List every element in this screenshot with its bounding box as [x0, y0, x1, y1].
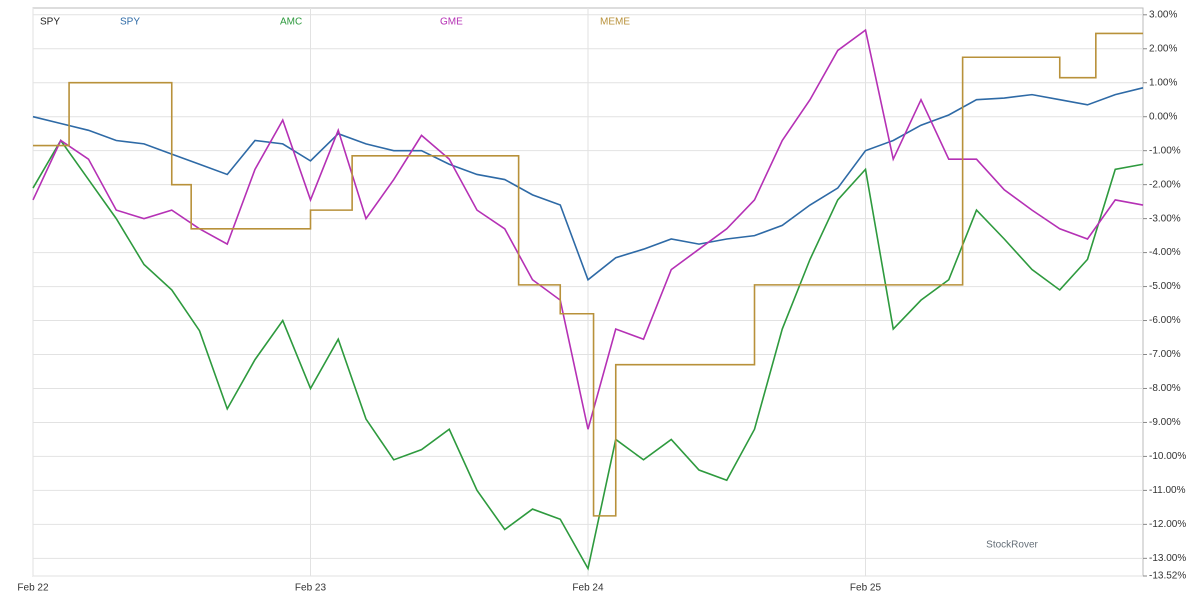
series-line [32, 87, 1144, 282]
y-tick-label: -12.00% [1149, 519, 1186, 530]
y-tick-label: -6.00% [1149, 315, 1181, 326]
y-tick-label: -8.00% [1149, 383, 1181, 394]
legend-entry: GME [440, 17, 463, 28]
y-tick-label: -3.00% [1149, 213, 1181, 224]
x-tick-label: Feb 25 [850, 583, 882, 594]
series-line [33, 32, 1143, 517]
series-line [32, 139, 1144, 571]
legend-entry: MEME [600, 17, 630, 28]
y-tick-label: 0.00% [1149, 111, 1177, 122]
y-tick-label: 2.00% [1149, 43, 1177, 54]
y-tick-label: -5.00% [1149, 281, 1181, 292]
y-tick-label: -1.00% [1149, 145, 1181, 156]
y-tick-label: -7.00% [1149, 349, 1181, 360]
y-tick-label: -13.52% [1149, 571, 1186, 582]
x-tick-label: Feb 22 [17, 583, 49, 594]
legend-entry: AMC [280, 17, 302, 28]
y-tick-label: -2.00% [1149, 179, 1181, 190]
y-tick-label: -13.00% [1149, 553, 1186, 564]
y-tick-label: -9.00% [1149, 417, 1181, 428]
legend-entry: SPY [120, 17, 140, 28]
watermark: StockRover [986, 540, 1038, 551]
x-tick-label: Feb 24 [572, 583, 604, 594]
series-line [32, 28, 1144, 430]
y-tick-label: -11.00% [1149, 485, 1186, 496]
y-tick-label: -4.00% [1149, 247, 1181, 258]
y-tick-label: 3.00% [1149, 9, 1177, 20]
y-tick-label: -10.00% [1149, 451, 1186, 462]
chart-title: SPY [40, 17, 60, 28]
y-tick-label: 1.00% [1149, 77, 1177, 88]
x-tick-label: Feb 23 [295, 583, 327, 594]
